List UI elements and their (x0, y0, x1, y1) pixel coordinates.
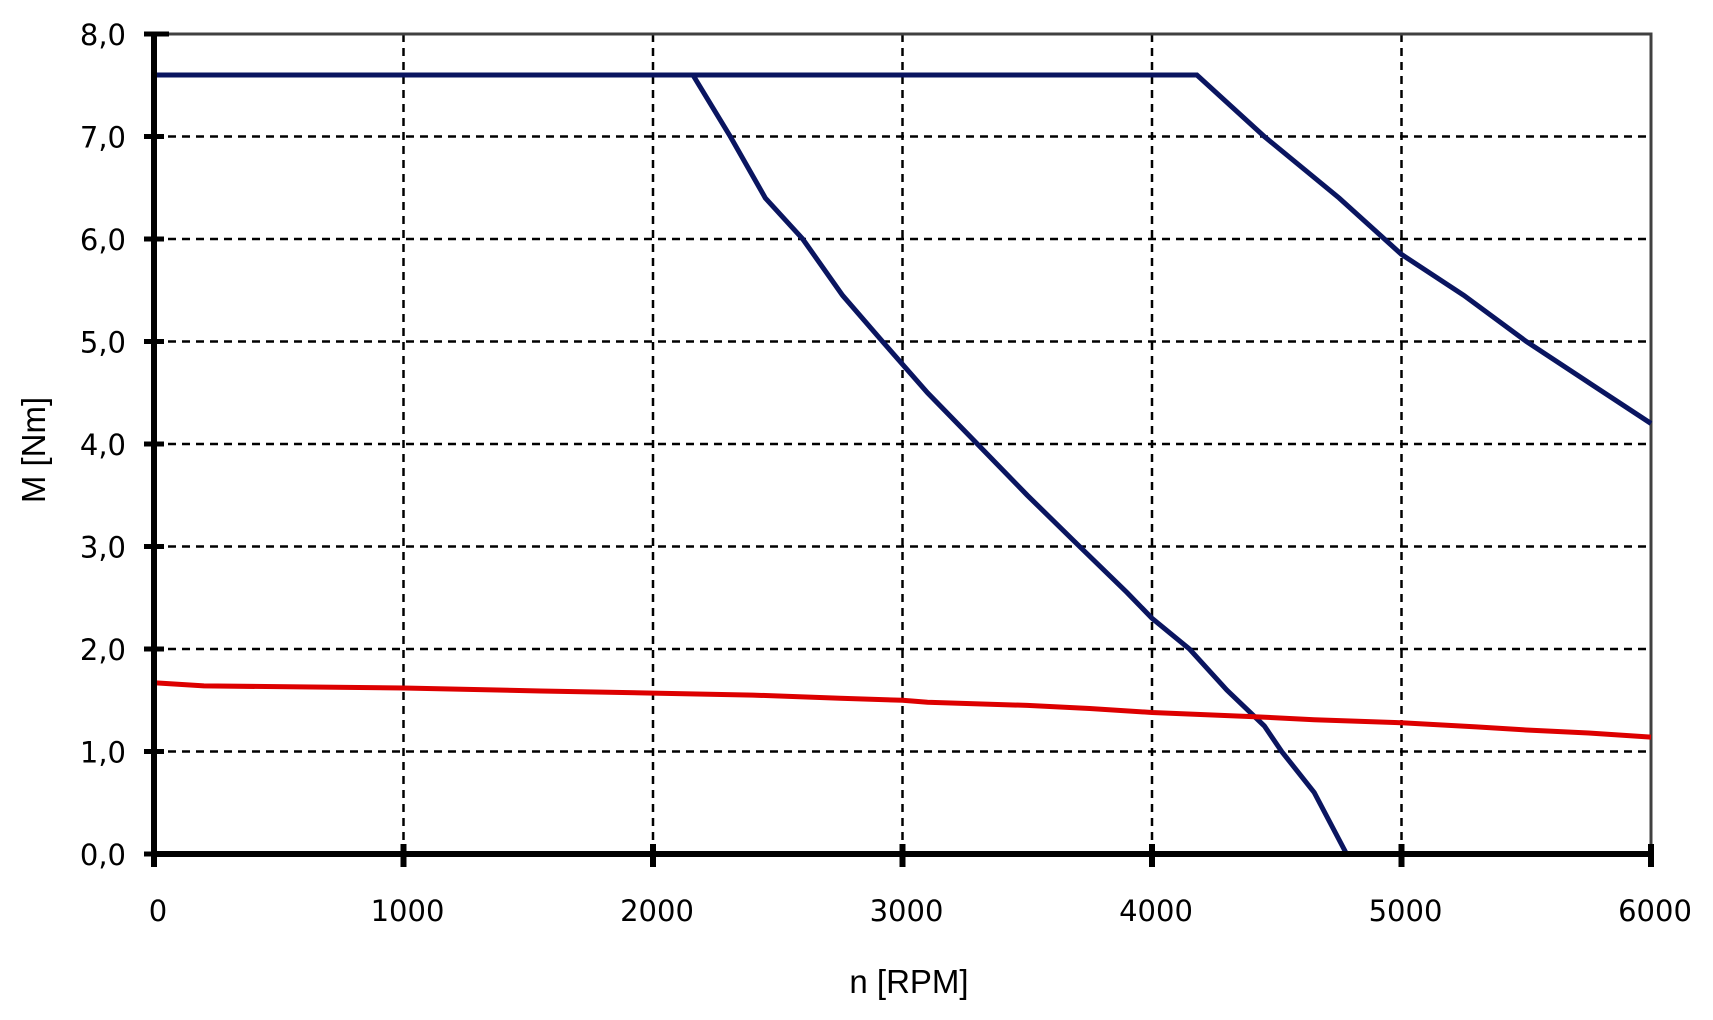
y-tick-label: 8,0 (80, 18, 126, 52)
y-axis-title: M [Nm] (15, 397, 52, 503)
y-tick-label: 1,0 (80, 736, 126, 770)
y-tick-label: 3,0 (80, 531, 126, 565)
x-tick-label: 2000 (620, 894, 694, 928)
y-tick-label: 0,0 (80, 838, 126, 872)
x-tick-label: 1000 (371, 894, 445, 928)
x-tick-label: 5000 (1369, 894, 1443, 928)
x-tick-label: 6000 (1618, 894, 1692, 928)
y-tick-label: 6,0 (80, 223, 126, 257)
x-tick-label: 0 (149, 894, 167, 928)
x-axis-tick-labels: 0 1000 2000 3000 4000 5000 6000 (149, 894, 1692, 928)
grid-lines (154, 34, 1651, 854)
y-tick-label: 2,0 (80, 633, 126, 667)
x-tick-label: 3000 (870, 894, 944, 928)
series-line-3 (153, 680, 1652, 740)
y-tick-label: 4,0 (80, 428, 126, 462)
series-line-2 (154, 72, 1349, 856)
x-axis-title: n [RPM] (849, 963, 968, 1000)
series-layer (153, 72, 1653, 856)
y-tick-label: 7,0 (80, 121, 126, 155)
y-tick-label: 5,0 (80, 326, 126, 360)
axes (144, 31, 1654, 867)
series-line-1 (154, 72, 1653, 426)
y-axis-tick-labels: 0,0 1,0 2,0 3,0 4,0 5,0 6,0 7,0 8,0 (80, 18, 126, 872)
x-tick-label: 4000 (1119, 894, 1193, 928)
